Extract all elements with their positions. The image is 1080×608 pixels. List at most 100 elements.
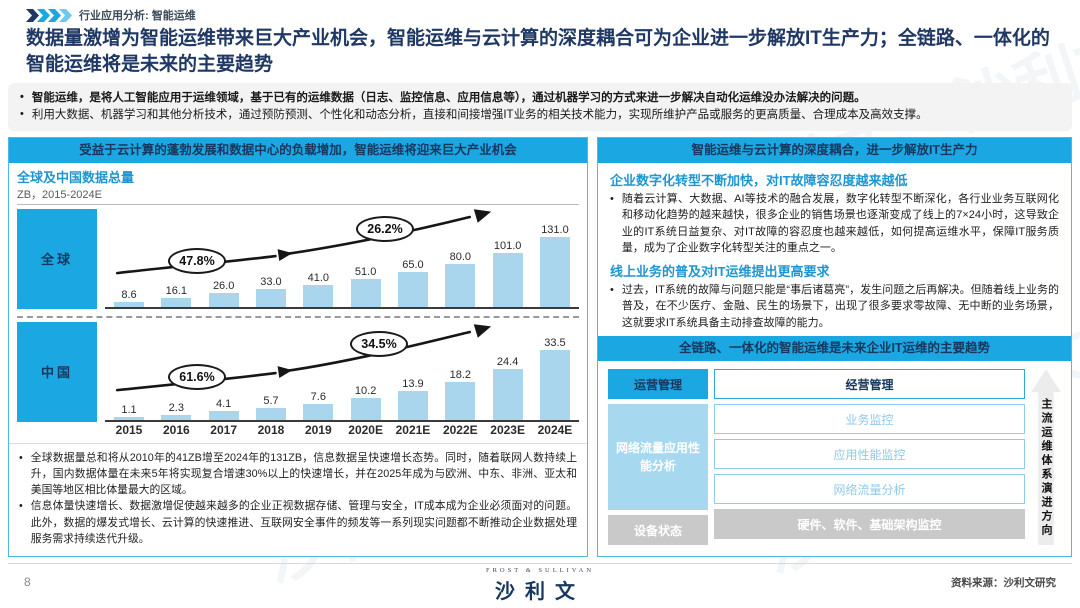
evolution-arrow: 主流运维体系演进方向 [1031,369,1061,546]
note-bullet: • 全球数据量总和将从2010年的41ZB增至2024年的131ZB，信息数据呈… [19,450,577,499]
section-heading: 线上业务的普及对IT运维提出更高要求 [610,263,830,279]
bullet-icon: • [20,108,24,121]
bar-rect [350,398,381,420]
section-bullet-text: 随着云计算、大数据、AI等技术的融合发展，数字化转型不断深化，各行业业务互联网化… [621,192,1059,255]
chart-series-label-china: 中国 [17,321,97,422]
bar: 5.7 [249,395,293,420]
chart-series-label-global: 全球 [17,208,97,309]
bar-value-label: 13.9 [402,377,424,390]
bar: 18.2 [438,369,482,420]
x-tick-label: 2019 [304,422,332,437]
bar-rect [397,390,428,420]
bar-value-label: 4.1 [216,398,232,411]
right-panel-banner-2: 全链路、一体化的智能运维是未来企业IT运维的主要趋势 [598,336,1071,362]
diagram-row-business-management: 经营管理 [714,369,1025,400]
bar-rect [492,368,523,420]
chart-global: 全球 8.6 16.1 26.0 33.0 41.0 51.0 65.0 80.0 101.0 1… [17,208,579,309]
bullet-icon: • [610,283,614,296]
bar-rect [445,264,476,307]
right-panel-section-1: 企业数字化转型不断加快，对IT故障容忍度越来越低 • 随着云计算、大数据、AI等… [598,163,1071,337]
bar: 51.0 [344,266,388,307]
x-tick-label: 2023E [490,422,525,437]
bar-value-label: 26.0 [212,279,235,292]
x-tick-label: 2015 [115,422,143,437]
note-bullet: • 信息体量快速增长、数据激增促使越来越多的企业正视数据存储、管理与安全，IT成… [19,498,577,547]
bullet-icon: • [610,192,614,205]
bar-rect [350,279,381,307]
diagram-row-business-monitoring: 业务监控 [714,404,1025,435]
chart-china: 中国 1.1 2.3 4.1 5.7 7.6 10.2 13.9 18.2 24.4 33.5 6… [17,321,579,422]
bar-rect [303,284,334,307]
bar-value-label: 24.4 [496,355,519,368]
bar-value-label: 1.1 [121,404,137,417]
left-panel-banner: 受益于云计算的蓬勃发展和数据中心的负载增加，智能运维将迎来巨大产业机会 [9,137,587,163]
bar: 2.3 [154,402,198,420]
page-footer: 8 FROST & SULLIVAN 沙利文 资料来源：沙利文研究 [8,562,1072,603]
bar-rect [255,289,286,307]
chevrons-icon [26,8,72,22]
chart-divider [17,315,579,318]
section-bullet-text: 过去，IT系统的故障与问题只能是“事后诸葛亮”，发生问题之后再解决。但随着线上业… [621,283,1059,329]
note-text: 信息体量快速增长、数据激增促使越来越多的企业正视数据存储、管理与安全，IT成本成… [30,500,577,545]
bar-rect [161,298,192,307]
bar-value-label: 33.0 [260,276,282,289]
x-tick-label: 2021E [395,422,431,437]
bar-value-label: 80.0 [449,251,471,264]
bullet-icon: • [19,500,23,513]
bar: 13.9 [391,378,435,420]
evolution-arrow-label: 主流运维体系演进方向 [1040,398,1052,539]
x-tick-label: 2016 [162,422,190,437]
bar: 80.0 [438,251,482,307]
bar-value-label: 33.5 [544,336,566,349]
page-header: 行业应用分析: 智能运维 数据量激增为智能运维带来巨大产业机会，智能运维与云计算… [0,0,1080,78]
growth-annotation: 26.2% [356,215,414,242]
bar-value-label: 51.0 [354,266,377,279]
bullet-icon: • [19,451,23,464]
bar: 1.1 [107,404,151,420]
bar: 131.0 [533,224,577,307]
right-panel-coupling: 智能运维与云计算的深度耦合，进一步解放IT生产力 企业数字化转型不断加快，对IT… [597,136,1072,557]
bar-rect [255,407,286,420]
bar: 33.5 [533,337,577,420]
bar: 33.0 [249,276,293,307]
bar-value-label: 2.3 [168,401,184,414]
bar-rect [303,403,334,420]
bar-rect [208,411,239,420]
x-tick-label: 2022E [442,422,478,437]
frost-sullivan-logo: FROST & SULLIVAN 沙利文 [486,567,594,604]
bar-value-label: 7.6 [310,390,326,403]
diagram-row-network-traffic: 网络流量分析 [714,474,1025,505]
bar: 4.1 [202,398,246,420]
growth-annotation: 61.6% [168,363,226,390]
intro-bullet-text: 利用大数据、机器学习和其他分析技术，通过预防预测、个性化和动态分析，直接和间接增… [31,109,928,122]
bar: 41.0 [296,272,340,307]
section-eyebrow: 行业应用分析: 智能运维 [79,10,196,22]
bar-rect [539,236,570,307]
bar: 16.1 [154,285,198,307]
ops-evolution-diagram: 运营管理 网络流量应用性能分析 设备状态 经营管理 业务监控 应用性能监控 网络… [598,361,1071,551]
bar: 101.0 [486,240,530,307]
bars-area: 8.6 16.1 26.0 33.0 41.0 51.0 65.0 80.0 101.0 131.… [105,209,579,309]
bar-value-label: 18.2 [449,368,471,381]
bar-rect [114,417,144,420]
x-tick-label: 2018 [257,422,285,437]
note-text: 全球数据量总和将从2010年的41ZB增至2024年的131ZB，信息数据呈快速… [30,451,577,497]
bars-area: 1.1 2.3 4.1 5.7 7.6 10.2 13.9 18.2 24.4 33.5 [105,322,579,422]
page-title: 数据量激增为智能运维带来巨大产业机会，智能运维与云计算的深度耦合可为企业进一步解… [26,28,1050,76]
bar-value-label: 131.0 [541,223,569,236]
growth-annotation: 34.5% [350,330,408,357]
bar: 26.0 [202,280,246,307]
bar: 65.0 [391,259,435,307]
source-note: 资料来源：沙利文研究 [951,577,1056,589]
page-number: 8 [24,575,31,590]
diagram-left-operations: 运营管理 [608,369,708,400]
x-axis-labels: 2015 2016 2017 2018 2019 2020E 2021E 2022E 2023E… [105,422,579,437]
bar-rect [114,302,144,307]
diagram-left-network-analysis: 网络流量应用性能分析 [608,404,708,511]
bar-value-label: 101.0 [493,239,522,252]
chart-unit-label: ZB，2015-2024E [17,186,579,205]
left-panel-data-volume: 受益于云计算的蓬勃发展和数据中心的负载增加，智能运维将迎来巨大产业机会 全球及中… [8,136,588,557]
bar-value-label: 5.7 [263,394,279,407]
bar: 24.4 [486,356,530,420]
section-bullet: • 随着云计算、大数据、AI等技术的融合发展，数字化转型不断深化，各行业业务互联… [610,191,1059,257]
